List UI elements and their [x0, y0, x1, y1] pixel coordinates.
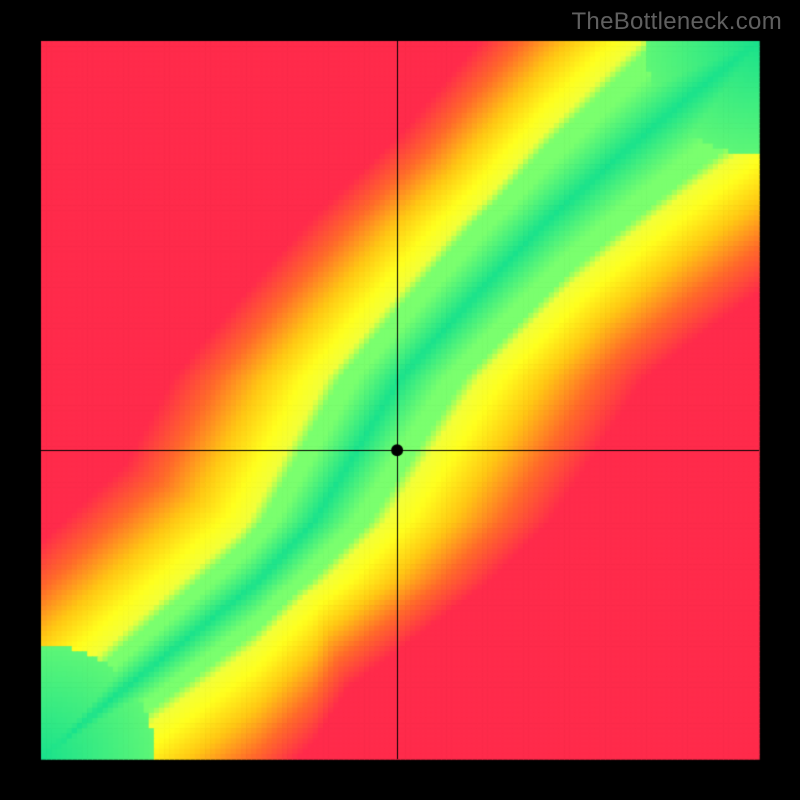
- watermark-text: TheBottleneck.com: [571, 8, 782, 36]
- chart-container: TheBottleneck.com: [0, 0, 800, 800]
- bottleneck-heatmap: [0, 0, 800, 800]
